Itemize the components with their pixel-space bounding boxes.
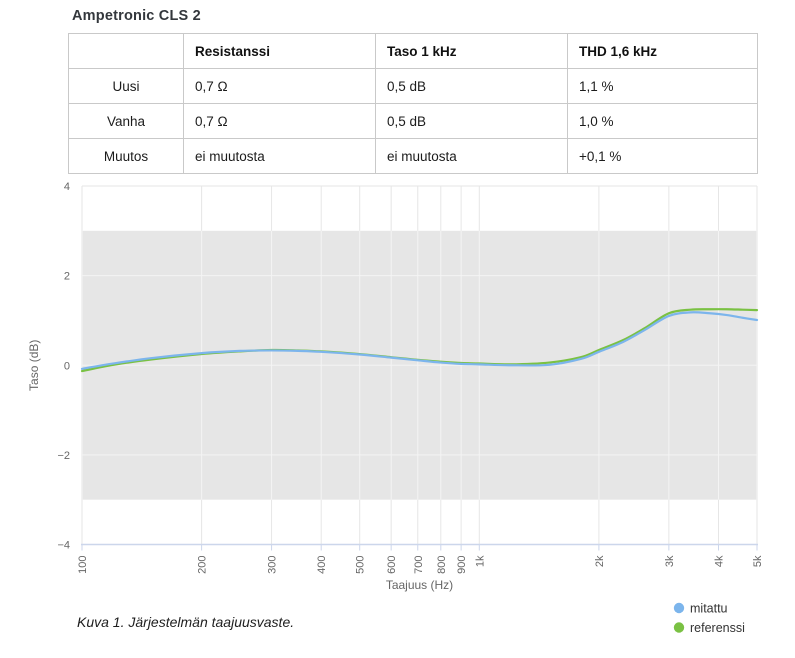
table-row: Vanha 0,7 Ω 0,5 dB 1,0 % xyxy=(68,103,758,139)
cell-thd: +0,1 % xyxy=(567,138,758,174)
x-tick-label: 3k xyxy=(664,555,676,567)
table-row: Muutos ei muutosta ei muutosta +0,1 % xyxy=(68,138,758,174)
x-tick-label: 2k xyxy=(594,555,606,567)
cell-resistanssi: 0,7 Ω xyxy=(183,103,376,139)
x-tick-label: 600 xyxy=(386,556,398,574)
x-tick-label: 900 xyxy=(456,556,468,574)
series-line-mitattu xyxy=(80,311,759,370)
legend-item-mitattu[interactable]: mitattu xyxy=(673,602,728,616)
x-tick-label: 4k xyxy=(714,555,726,567)
table-row: Uusi 0,7 Ω 0,5 dB 1,1 % xyxy=(68,68,758,104)
cell-taso: ei muutosta xyxy=(375,138,568,174)
x-tick-label: 200 xyxy=(197,556,209,574)
cell-resistanssi: ei muutosta xyxy=(183,138,376,174)
legend-label: referenssi xyxy=(690,621,745,635)
x-tick-label: 400 xyxy=(316,556,328,574)
legend-item-referenssi[interactable]: referenssi xyxy=(673,621,745,635)
table-header-resistanssi: Resistanssi xyxy=(183,33,376,69)
legend-label: mitattu xyxy=(690,602,728,616)
x-axis-title: Taajuus (Hz) xyxy=(386,578,453,592)
y-tick-label: 0 xyxy=(64,360,70,372)
y-tick-label: −4 xyxy=(57,540,70,552)
table-header-thd: THD 1,6 kHz xyxy=(567,33,758,69)
cell-thd: 1,0 % xyxy=(567,103,758,139)
cell-taso: 0,5 dB xyxy=(375,103,568,139)
cell-taso: 0,5 dB xyxy=(375,68,568,104)
x-tick-label: 5k xyxy=(752,555,764,567)
cell-resistanssi: 0,7 Ω xyxy=(183,68,376,104)
row-label: Vanha xyxy=(68,103,184,139)
legend-marker-referenssi-icon xyxy=(673,622,685,633)
cell-thd: 1,1 % xyxy=(567,68,758,104)
legend-marker-mitattu-icon xyxy=(673,602,685,614)
x-tick-label: 500 xyxy=(355,556,367,574)
y-axis-title: Taso (dB) xyxy=(27,340,41,391)
frequency-response-chart: 4 2 0 −2 −4 100 200 300 400 500 600 700 800 900 1k 2k 3k… xyxy=(0,175,795,653)
x-tick-label: 100 xyxy=(77,556,89,574)
legend: mitattu referenssi xyxy=(673,602,745,635)
chart-caption: Kuva 1. Järjestelmän taajuusvaste. xyxy=(77,614,295,630)
chart-svg: 4 2 0 −2 −4 100 200 300 400 500 600 700 800 900 1k 2k 3k… xyxy=(27,181,764,635)
results-table: Resistanssi Taso 1 kHz THD 1,6 kHz Uusi … xyxy=(68,33,758,174)
row-label: Muutos xyxy=(68,138,184,174)
x-tick-label: 700 xyxy=(413,556,425,574)
x-tick-label: 800 xyxy=(436,556,448,574)
x-tick-label: 1k xyxy=(474,555,486,567)
y-tick-label: 4 xyxy=(64,181,70,193)
table-header-row: Resistanssi Taso 1 kHz THD 1,6 kHz xyxy=(68,33,758,69)
y-tick-label: −2 xyxy=(57,450,70,462)
page-title: Ampetronic CLS 2 xyxy=(72,8,201,24)
row-label: Uusi xyxy=(68,68,184,104)
y-tick-label: 2 xyxy=(64,271,70,283)
x-tick-label: 300 xyxy=(267,556,279,574)
table-header-taso: Taso 1 kHz xyxy=(375,33,568,69)
table-header-empty xyxy=(68,33,184,69)
